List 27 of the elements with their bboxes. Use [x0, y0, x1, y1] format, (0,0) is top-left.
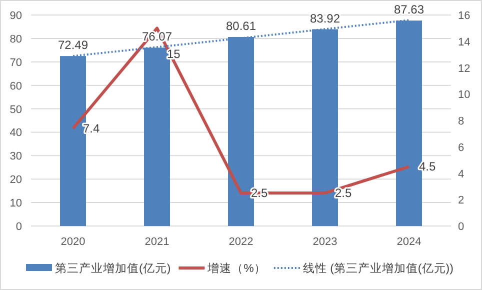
y2-tick-label: 8 [458, 116, 464, 128]
x-tick-label: 2022 [228, 236, 254, 248]
legend-label: 线性 (第三产业增加值(亿元)) [302, 261, 454, 275]
y-tick-label: 0 [16, 221, 22, 233]
y2-tick-label: 0 [458, 221, 464, 233]
y-tick-label: 90 [10, 10, 22, 22]
y2-tick-label: 6 [458, 142, 464, 154]
legend-label: 增速（%） [206, 262, 266, 275]
y2-tick-label: 12 [458, 62, 470, 75]
x-tick-label: 2020 [60, 236, 86, 248]
y-tick-label: 50 [10, 104, 22, 116]
y-tick-label: 40 [10, 127, 22, 140]
y2-tick-label: 2 [458, 194, 464, 207]
legend-label: 第三产业增加值(亿元) [55, 261, 171, 275]
y2-tick-label: 16 [458, 10, 470, 22]
y-tick-label: 70 [10, 56, 22, 69]
y2-tick-label: 4 [458, 168, 464, 180]
y2-tick-label: 10 [458, 89, 470, 102]
x-tick-label: 2023 [312, 236, 338, 248]
x-tick-label: 2024 [396, 236, 422, 248]
y-tick-label: 80 [10, 33, 22, 46]
y-tick-label: 30 [10, 150, 22, 163]
y-tick-label: 20 [10, 174, 22, 186]
y2-tick-label: 14 [458, 36, 470, 48]
y-tick-label: 10 [10, 198, 22, 210]
x-tick-label: 2021 [144, 236, 170, 248]
y-tick-label: 60 [10, 80, 22, 92]
